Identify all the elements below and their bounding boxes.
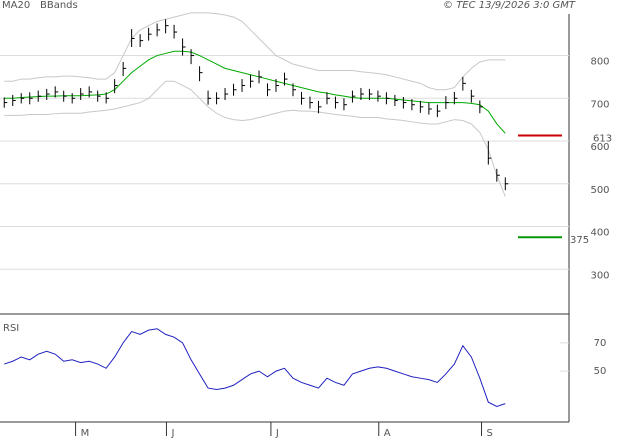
bb-upper bbox=[4, 12, 506, 91]
x-tick-label: J bbox=[170, 428, 174, 439]
y-tick-label: 700 bbox=[590, 99, 609, 110]
legend-bb: BBands bbox=[40, 0, 78, 11]
x-tick-label: A bbox=[384, 428, 391, 439]
rsi-line bbox=[4, 328, 506, 407]
ma20 bbox=[4, 50, 506, 134]
x-tick-label: J bbox=[275, 428, 279, 439]
level-label: 375 bbox=[570, 235, 589, 246]
y-tick-label: 300 bbox=[590, 270, 609, 281]
rsi-tick-label: 70 bbox=[594, 338, 607, 349]
rsi-tick-label: 50 bbox=[594, 366, 607, 377]
y-tick-label: 600 bbox=[590, 142, 609, 153]
source: © TEC 13/9/2026 3:0 GMT bbox=[443, 0, 576, 11]
y-tick-label: 500 bbox=[590, 185, 609, 196]
level-label: 613 bbox=[593, 133, 612, 144]
y-tick-label: 400 bbox=[590, 228, 609, 239]
x-tick-label: M bbox=[81, 428, 90, 439]
y-tick-label: 800 bbox=[590, 57, 609, 68]
rsi-label: RSI bbox=[3, 323, 19, 334]
bb-lower bbox=[4, 80, 506, 197]
legend-ma: MA20 bbox=[2, 0, 30, 11]
x-tick-label: S bbox=[487, 428, 493, 439]
